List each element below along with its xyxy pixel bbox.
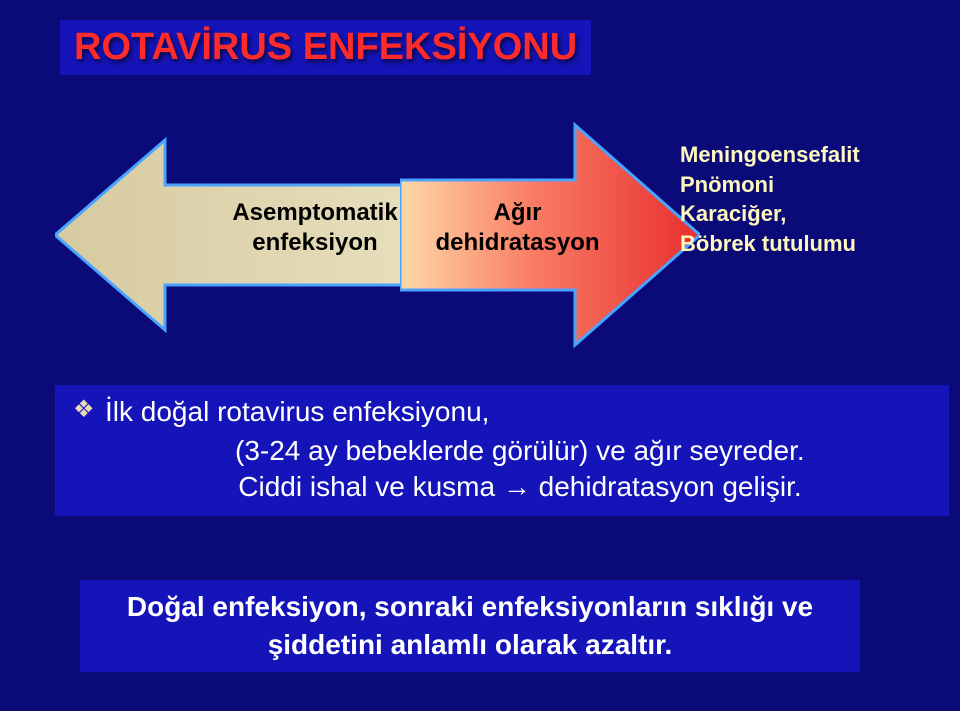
right-list-line2: Pnömoni <box>680 170 860 200</box>
bullet-icon: ❖ <box>73 395 95 424</box>
arrow-right-label-line1: Ağır <box>425 198 610 228</box>
right-list-line4: Böbrek tutulumu <box>680 229 860 259</box>
paragraph-box-1: ❖ İlk doğal rotavirus enfeksiyonu, (3-24… <box>55 385 949 516</box>
page-title: ROTAVİRUS ENFEKSİYONU <box>74 26 577 68</box>
title-box: ROTAVİRUS ENFEKSİYONU <box>60 20 591 75</box>
para2-line1: Doğal enfeksiyon, sonraki enfeksiyonları… <box>80 580 860 626</box>
right-list-line3: Karaciğer, <box>680 199 860 229</box>
right-arrow-icon: → <box>503 471 531 502</box>
para1-line3: Ciddi ishal ve kusma → dehidratasyon gel… <box>105 469 935 505</box>
right-list-line1: Meningoensefalit <box>680 140 860 170</box>
para1-line3-post: dehidratasyon gelişir. <box>531 471 802 502</box>
arrow-right-label: Ağır dehidratasyon <box>425 198 610 258</box>
para2-line2: şiddetini anlamlı olarak azaltır. <box>80 626 860 672</box>
para1-line1: İlk doğal rotavirus enfeksiyonu, <box>105 393 935 431</box>
para1-line3-pre: Ciddi ishal ve kusma <box>238 471 503 502</box>
paragraph-box-2: Doğal enfeksiyon, sonraki enfeksiyonları… <box>80 580 860 672</box>
arrow-right-label-line2: dehidratasyon <box>425 228 610 258</box>
right-conditions-list: Meningoensefalit Pnömoni Karaciğer, Böbr… <box>680 140 860 259</box>
para1-line2: (3-24 ay bebeklerde görülür) ve ağır sey… <box>105 433 935 469</box>
